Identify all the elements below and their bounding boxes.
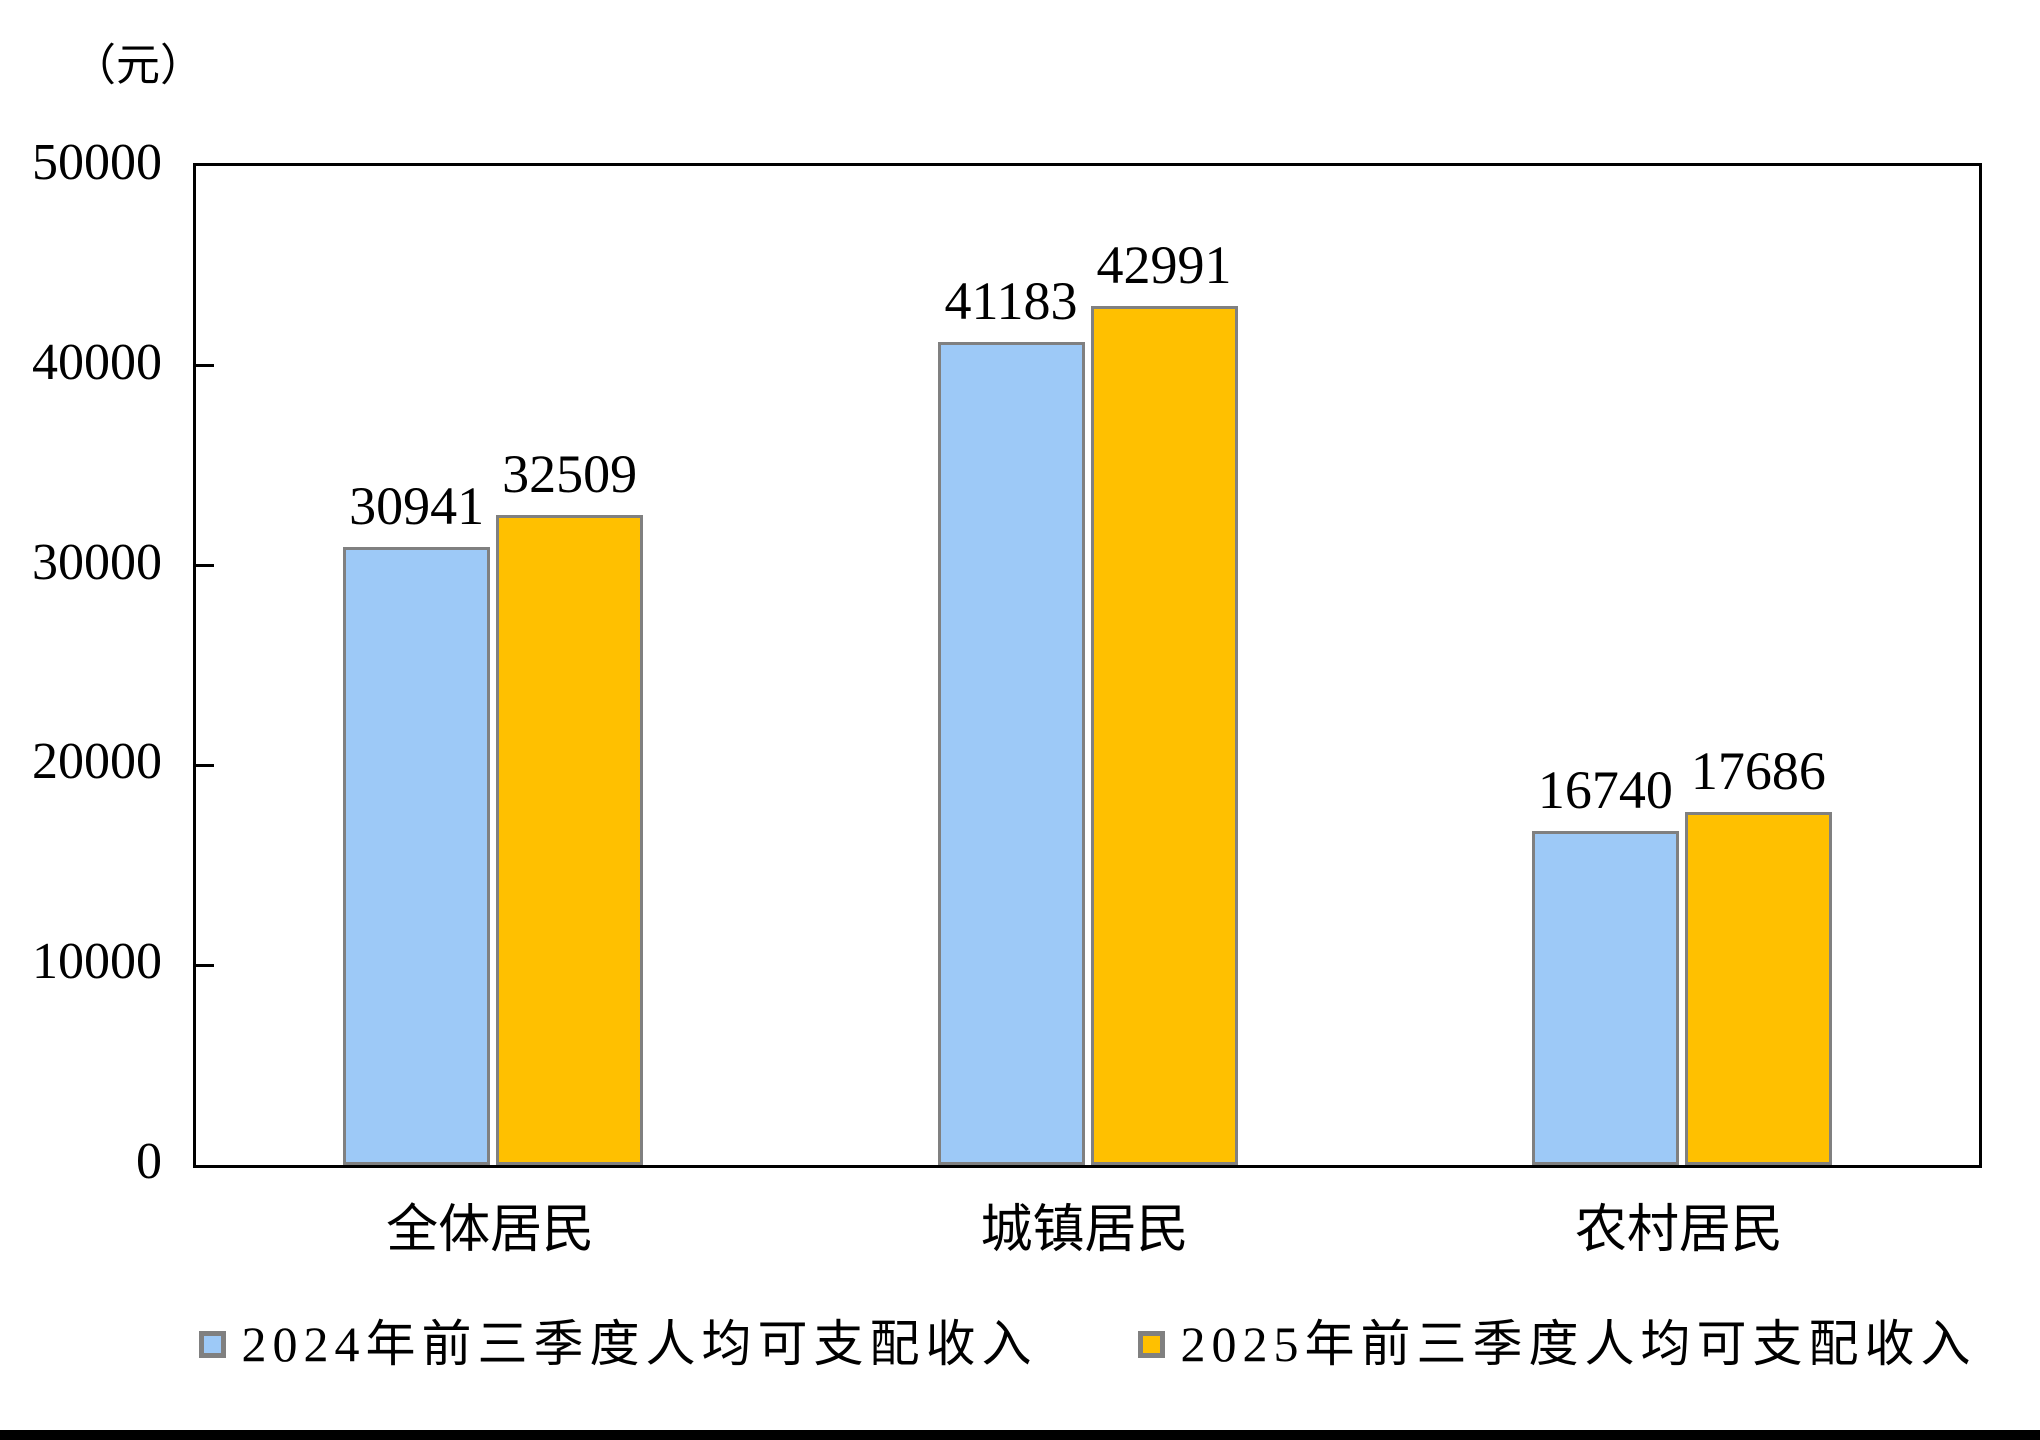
category-label: 城镇居民	[980, 1202, 1189, 1259]
bar-value-label: 41183	[944, 271, 1078, 332]
legend: 2024年前三季度人均可支配收入 2025年前三季度人均可支配收入	[193, 1312, 1982, 1376]
legend-label: 2025年前三季度人均可支配收入	[1180, 1316, 1977, 1372]
y-axis-tick-label: 0	[136, 1133, 162, 1190]
y-axis-tick	[196, 364, 214, 368]
category-label: 农村居民	[1574, 1202, 1783, 1259]
bar-series1-cat2	[937, 342, 1085, 1165]
bar-series1-cat1	[343, 546, 491, 1165]
y-axis-tick	[196, 564, 214, 568]
plot-inner: 30941 32509 41183 42991 16740 17686	[196, 166, 1979, 1165]
legend-swatch-icon	[1137, 1330, 1165, 1358]
y-axis-tick-label: 40000	[32, 333, 162, 391]
bar-series2-cat3	[1684, 811, 1832, 1165]
plot-area: 30941 32509 41183 42991 16740 17686	[193, 163, 1982, 1168]
bar-value-label: 30941	[349, 475, 485, 536]
y-axis-tick	[196, 963, 214, 967]
bar-value-label: 17686	[1690, 740, 1826, 801]
y-axis-tick-label: 50000	[32, 134, 162, 191]
y-axis-tick	[196, 763, 214, 767]
bar-value-label: 42991	[1096, 235, 1232, 296]
legend-item-2025: 2025年前三季度人均可支配收入	[1137, 1314, 1977, 1374]
bar-series2-cat1	[496, 515, 644, 1165]
y-axis-tick-label: 20000	[32, 733, 162, 791]
legend-swatch-icon	[198, 1330, 226, 1358]
y-axis-tick-label: 10000	[32, 933, 162, 991]
y-axis-unit-label: （元）	[72, 41, 204, 90]
bar-value-label: 16740	[1537, 759, 1673, 820]
bar-value-label: 32509	[502, 444, 638, 505]
category-label: 全体居民	[386, 1202, 595, 1259]
legend-label: 2024年前三季度人均可支配收入	[241, 1316, 1038, 1372]
bar-series1-cat3	[1531, 830, 1679, 1165]
y-axis-tick-label: 30000	[32, 533, 162, 591]
bar-series2-cat2	[1090, 306, 1238, 1165]
footer-divider-bar	[0, 1430, 2040, 1440]
legend-item-2024: 2024年前三季度人均可支配收入	[198, 1314, 1038, 1374]
